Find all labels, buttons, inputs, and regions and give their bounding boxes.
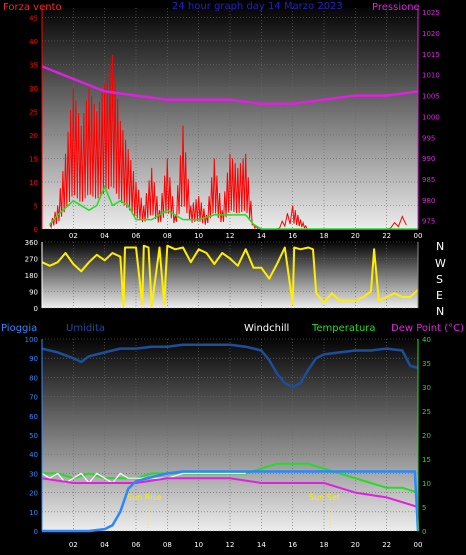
- compass-w: W: [435, 257, 446, 270]
- series-forza-vento: [49, 54, 407, 230]
- x-tick-label: 22: [382, 232, 391, 240]
- x-tick-label: 10: [194, 541, 203, 549]
- graph-title: 24 hour graph day 14 Marzo 2023: [172, 1, 343, 12]
- y-tick-label: 40: [29, 38, 38, 46]
- x-tick-label: 10: [194, 232, 203, 240]
- humidity-legend: Umidita: [66, 323, 105, 334]
- y-tick-label: 35: [29, 61, 38, 69]
- x-tick-label: 22: [382, 541, 391, 549]
- x-tick-label: 06: [132, 232, 141, 240]
- x-tick-label: 20: [351, 232, 360, 240]
- compass-e: E: [436, 289, 443, 302]
- series-wind-average: [49, 185, 418, 230]
- series-umidita: [41, 343, 419, 389]
- y-tick-label: 20: [29, 132, 38, 140]
- y2-tick-label: 1020: [422, 30, 440, 38]
- y-tick-label: 45: [29, 14, 38, 22]
- y2-tick-label: 5: [422, 504, 426, 512]
- x-tick-label: 18: [320, 232, 329, 240]
- y2-tick-label: 990: [422, 155, 435, 163]
- y-tick-label: 70: [29, 394, 38, 402]
- y-tick-label: 100: [25, 336, 38, 344]
- windchill-legend: Windchill: [244, 323, 289, 334]
- y2-tick-label: 995: [422, 134, 435, 142]
- y2-tick-label: 985: [422, 176, 435, 184]
- y2-tick-label: 1015: [422, 51, 440, 59]
- y-tick-label: 30: [29, 85, 38, 93]
- y-tick-label: 0: [34, 528, 38, 536]
- y2-tick-label: 1000: [422, 113, 440, 121]
- y-tick-label: 80: [29, 374, 38, 382]
- y-tick-label: 10: [29, 179, 38, 187]
- dewpoint-legend: Dew Point (°C): [391, 323, 464, 334]
- x-tick-label: 14: [257, 232, 266, 240]
- x-tick-label: 02: [69, 541, 78, 549]
- y2-tick-label: 25: [422, 408, 431, 416]
- series-dew-point: [41, 477, 419, 508]
- y-tick-label: 90: [29, 289, 38, 297]
- x-tick-label: 06: [132, 541, 141, 549]
- y-tick-label: 10: [29, 509, 38, 517]
- y2-tick-label: 20: [422, 432, 431, 440]
- y2-tick-label: 10: [422, 480, 431, 488]
- temperature-legend: Temperatura: [311, 323, 376, 334]
- y2-tick-label: 0: [422, 528, 426, 536]
- rain-axis-title: Pioggia: [1, 323, 37, 334]
- y-tick-label: 30: [29, 470, 38, 478]
- y-tick-label: 25: [29, 108, 38, 116]
- x-tick-label: 00: [414, 232, 423, 240]
- y2-tick-label: 980: [422, 197, 435, 205]
- y-tick-label: 60: [29, 413, 38, 421]
- y2-tick-label: 30: [422, 384, 431, 392]
- x-tick-label: 20: [351, 541, 360, 549]
- x-tick-label: 04: [100, 232, 109, 240]
- y2-tick-label: 1005: [422, 93, 440, 101]
- series-pressione: [41, 65, 419, 106]
- compass-s: S: [436, 273, 443, 286]
- x-tick-label: 00: [414, 541, 423, 549]
- y-tick-label: 90: [29, 355, 38, 363]
- pressure-axis-title: Pressione: [372, 2, 420, 13]
- x-tick-label: 04: [100, 541, 109, 549]
- sunrise-label: Sun Rise: [127, 493, 162, 502]
- y-tick-label: 360: [25, 239, 38, 247]
- y-tick-label: 5: [34, 202, 38, 210]
- x-tick-label: 08: [163, 232, 172, 240]
- compass-n-bottom: N: [436, 305, 444, 318]
- y2-tick-label: 975: [422, 218, 435, 226]
- x-tick-label: 16: [288, 232, 297, 240]
- y-tick-label: 15: [29, 155, 38, 163]
- y2-tick-label: 35: [422, 360, 431, 368]
- y-tick-label: 0: [34, 226, 38, 234]
- y-tick-label: 50: [29, 432, 38, 440]
- y2-tick-label: 1010: [422, 72, 440, 80]
- y2-tick-label: 40: [422, 336, 431, 344]
- x-tick-label: 12: [226, 541, 235, 549]
- series-pioggia: [42, 470, 420, 533]
- x-tick-label: 14: [257, 541, 266, 549]
- y-tick-label: 180: [25, 272, 38, 280]
- y2-tick-label: 1025: [422, 9, 440, 17]
- x-tick-label: 12: [226, 232, 235, 240]
- y-tick-label: 20: [29, 490, 38, 498]
- y-tick-label: 0: [34, 305, 38, 313]
- series-direction: [41, 244, 419, 308]
- y-tick-label: 270: [25, 256, 38, 264]
- x-tick-label: 02: [69, 232, 78, 240]
- sunset-label: Sun Set: [309, 493, 340, 502]
- x-tick-label: 08: [163, 541, 172, 549]
- compass-n-top: N: [436, 240, 444, 253]
- y-tick-label: 40: [29, 451, 38, 459]
- x-tick-label: 16: [288, 541, 297, 549]
- wind-axis-title: Forza vento: [3, 2, 62, 13]
- x-tick-label: 18: [320, 541, 329, 549]
- y2-tick-label: 15: [422, 456, 431, 464]
